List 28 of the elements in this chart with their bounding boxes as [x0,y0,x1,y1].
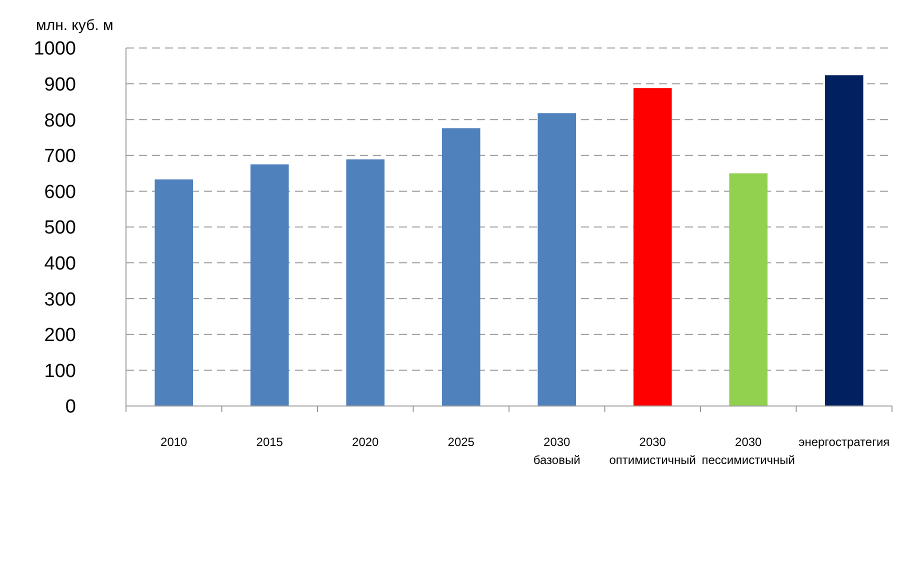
x-tick-label: 2030 пессимистичный [702,435,795,467]
y-axis-title: млн. куб. м [36,17,114,34]
bar [729,173,768,406]
y-tick-label: 500 [44,218,76,239]
y-tick-label: 1000 [34,38,76,60]
x-tick-label: 2010 [160,435,188,449]
x-tick-label: 2015 [256,435,284,449]
y-tick-label: 200 [44,325,76,346]
bar [154,179,194,406]
y-tick-label: 100 [44,360,76,382]
bar [633,88,672,406]
x-tick-label: 2030 базовый [533,435,580,467]
bar [250,164,289,406]
x-tick-label: 2020 [352,435,380,449]
y-tick-label: 400 [44,253,76,274]
bar [824,75,864,406]
x-tick-label: энергостратегия [798,435,890,449]
bar [346,159,385,406]
y-tick-label: 600 [44,182,76,203]
y-tick-label: 0 [65,396,76,418]
bar [538,113,576,406]
x-tick-label: 2030 оптимистичный [609,435,696,467]
bar [442,128,480,406]
x-tick-label: 2025 [448,435,475,449]
y-tick-label: 800 [44,110,76,132]
y-tick-label: 300 [44,289,76,310]
y-tick-label: 900 [44,74,76,96]
y-tick-label: 700 [44,146,76,168]
